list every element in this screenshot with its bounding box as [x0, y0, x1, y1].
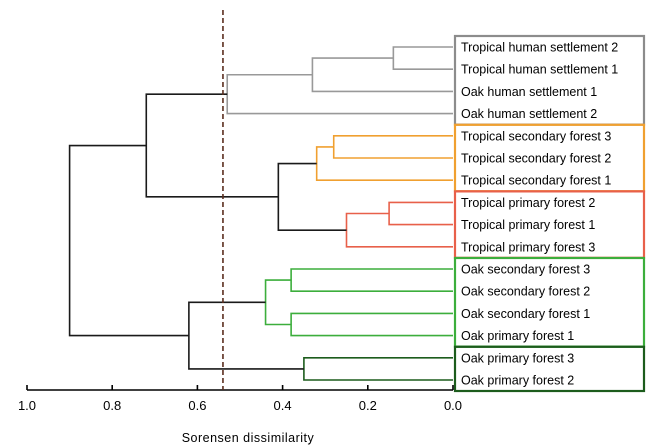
branch-m15 — [68, 144, 189, 337]
leaf-label: Tropical primary forest 3 — [461, 240, 595, 254]
x-tick-label: 0.6 — [188, 398, 206, 413]
x-tick-label: 0.2 — [359, 398, 377, 413]
leaf-label: Oak secondary forest 3 — [461, 263, 590, 277]
leaf-labels: Tropical human settlement 2 Tropical huma… — [461, 41, 618, 388]
leaf-label: Oak primary forest 2 — [461, 374, 574, 388]
leaf-label: Tropical secondary forest 1 — [461, 174, 611, 188]
x-axis: 1.0 0.8 0.6 0.4 0.2 0.0 — [18, 385, 462, 413]
x-tick-label: 0.8 — [103, 398, 121, 413]
branch-m14 — [188, 301, 304, 370]
branch-m8 — [277, 162, 347, 231]
leaf-label: Tropical human settlement 1 — [461, 63, 618, 77]
leaf-label: Tropical primary forest 2 — [461, 196, 595, 210]
leaf-label: Oak secondary forest 1 — [461, 307, 590, 321]
dendrogram-branches — [68, 46, 453, 381]
branch-m4 — [332, 135, 453, 159]
branch-m2 — [311, 57, 453, 93]
cluster-box-5 — [453, 345, 646, 393]
branch-m5 — [315, 146, 453, 181]
branch-m7 — [345, 212, 453, 248]
x-tick-label: 0.4 — [274, 398, 292, 413]
branch-m6 — [388, 201, 453, 226]
branch-m3 — [226, 73, 453, 115]
cluster-boxes — [453, 34, 646, 393]
leaf-label: Tropical secondary forest 2 — [461, 152, 611, 166]
branch-m9 — [145, 93, 279, 198]
branch-m1 — [392, 46, 453, 70]
leaf-label: Tropical primary forest 1 — [461, 218, 595, 232]
leaf-label: Oak primary forest 3 — [461, 351, 574, 365]
branch-m10 — [290, 268, 453, 292]
leaf-label: Oak secondary forest 2 — [461, 285, 590, 299]
leaf-label: Oak human settlement 1 — [461, 85, 597, 99]
x-tick-label: 1.0 — [18, 398, 36, 413]
branch-m13 — [303, 357, 453, 381]
x-axis-title: Sorensen dissimilarity — [182, 431, 315, 445]
leaf-label: Oak primary forest 1 — [461, 329, 574, 343]
leaf-label: Tropical human settlement 2 — [461, 41, 618, 55]
x-tick-label: 0.0 — [444, 398, 462, 413]
leaf-label: Tropical secondary forest 3 — [461, 129, 611, 143]
leaf-label: Oak human settlement 2 — [461, 107, 597, 121]
branch-m12 — [264, 279, 292, 326]
branch-m11 — [290, 312, 453, 337]
